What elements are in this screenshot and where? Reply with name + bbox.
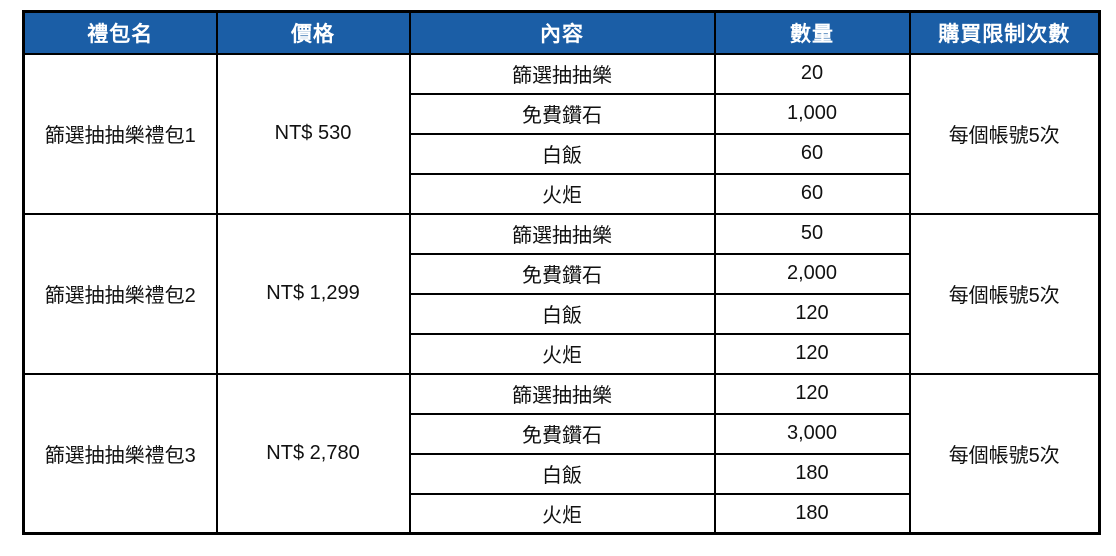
table-row: 火炬 180: [24, 492, 1100, 535]
item-content-cell: 免費鑽石: [408, 412, 716, 455]
item-content-cell: 白飯: [408, 132, 716, 175]
item-quantity-cell: 120: [713, 332, 911, 375]
item-content-cell: 火炬: [408, 332, 716, 375]
item-content-cell: 火炬: [408, 492, 716, 535]
item-quantity-cell: 50: [713, 212, 911, 255]
gift-package-table: 禮包名 價格 內容 數量 購買限制次數 篩選抽抽樂禮包1 NT$ 530 篩選抽…: [22, 10, 1101, 535]
package-price-cell: NT$ 530: [215, 52, 411, 215]
package-name-cell: 篩選抽抽樂禮包1: [22, 52, 218, 215]
package-limit-cell: 每個帳號5次: [908, 52, 1101, 215]
item-quantity-cell: 2,000: [713, 252, 911, 295]
header-row: 禮包名 價格 內容 數量 購買限制次數: [22, 10, 1101, 55]
item-quantity-cell: 180: [713, 492, 911, 535]
item-quantity-cell: 180: [713, 452, 911, 495]
item-content-cell: 白飯: [408, 292, 716, 335]
item-content-cell: 篩選抽抽樂: [408, 212, 716, 255]
table-row: 免費鑽石 3,000: [24, 412, 1100, 455]
item-content-cell: 免費鑽石: [408, 252, 716, 295]
item-quantity-cell: 60: [713, 172, 911, 215]
table-row: 白飯 180: [24, 452, 1100, 495]
item-quantity-cell: 20: [713, 52, 911, 95]
package-price-cell: NT$ 2,780: [215, 372, 411, 535]
item-content-cell: 白飯: [408, 452, 716, 495]
package-limit-cell: 每個帳號5次: [908, 372, 1101, 535]
col-header-package-name: 禮包名: [22, 10, 218, 55]
col-header-purchase-limit: 購買限制次數: [908, 10, 1101, 55]
package-name-cell: 篩選抽抽樂禮包2: [22, 212, 218, 375]
item-quantity-cell: 3,000: [713, 412, 911, 455]
table-row: 篩選抽抽樂禮包1 NT$ 530 篩選抽抽樂 20 每個帳號5次: [22, 52, 1101, 215]
col-header-content: 內容: [408, 10, 716, 55]
item-quantity-cell: 120: [713, 372, 911, 415]
table-row: 篩選抽抽樂禮包2 NT$ 1,299 篩選抽抽樂 50 每個帳號5次: [22, 212, 1101, 375]
table-row: 火炬 120: [24, 332, 1100, 375]
item-quantity-cell: 1,000: [713, 92, 911, 135]
table-row: 白飯 60: [24, 132, 1100, 175]
item-quantity-cell: 120: [713, 292, 911, 335]
table-row: 免費鑽石 2,000: [24, 252, 1100, 295]
package-price-cell: NT$ 1,299: [215, 212, 411, 375]
table-row: 火炬 60: [24, 172, 1100, 215]
package-name-cell: 篩選抽抽樂禮包3: [22, 372, 218, 535]
table-row: 免費鑽石 1,000: [24, 92, 1100, 135]
col-header-price: 價格: [215, 10, 411, 55]
item-content-cell: 篩選抽抽樂: [408, 52, 716, 95]
col-header-quantity: 數量: [713, 10, 911, 55]
table-row: 篩選抽抽樂禮包3 NT$ 2,780 篩選抽抽樂 120 每個帳號5次: [22, 372, 1101, 535]
item-quantity-cell: 60: [713, 132, 911, 175]
item-content-cell: 免費鑽石: [408, 92, 716, 135]
table-row: 白飯 120: [24, 292, 1100, 335]
item-content-cell: 火炬: [408, 172, 716, 215]
item-content-cell: 篩選抽抽樂: [408, 372, 716, 415]
package-limit-cell: 每個帳號5次: [908, 212, 1101, 375]
